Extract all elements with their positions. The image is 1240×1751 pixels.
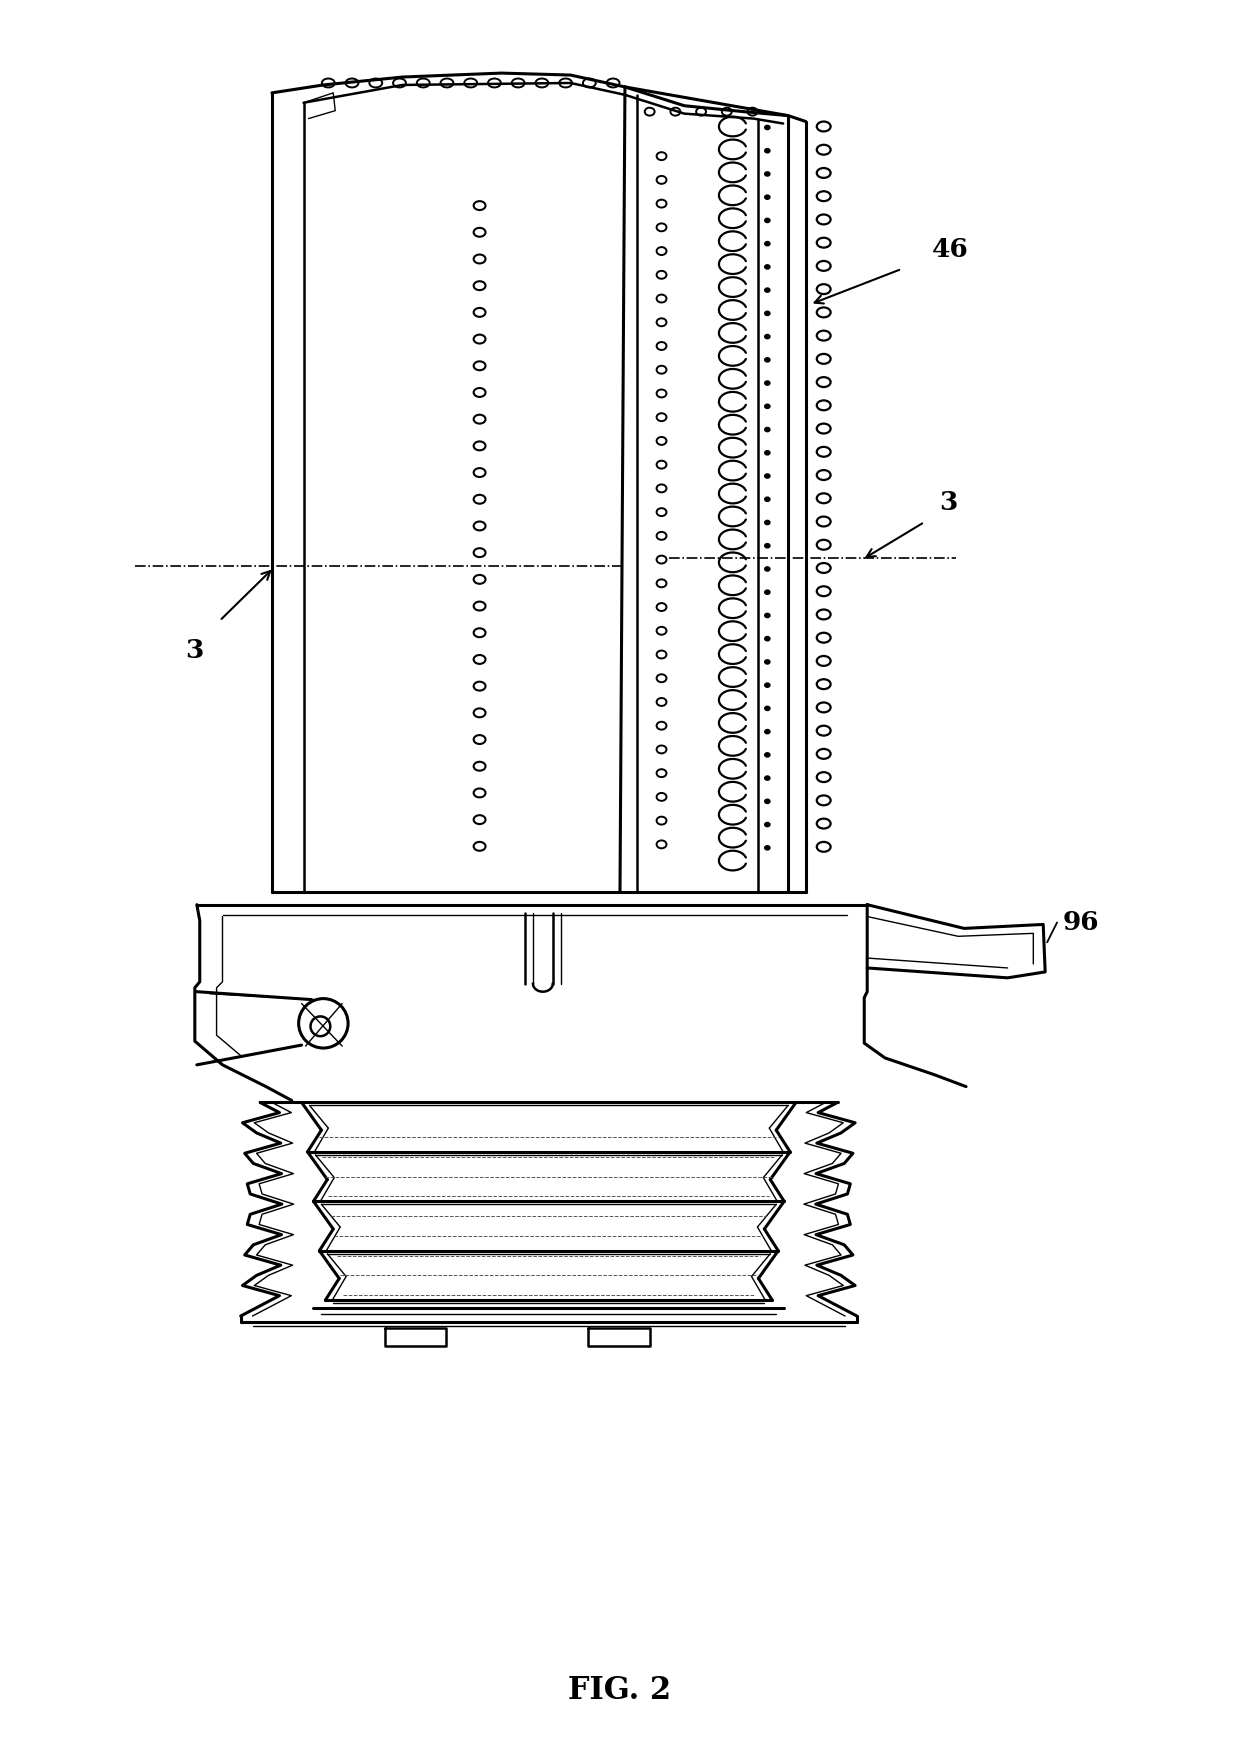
Text: 3: 3	[939, 490, 957, 515]
Text: 96: 96	[1063, 911, 1100, 935]
Ellipse shape	[765, 545, 770, 548]
Ellipse shape	[765, 149, 770, 152]
Text: 3: 3	[186, 637, 205, 664]
Ellipse shape	[765, 823, 770, 826]
Ellipse shape	[765, 613, 770, 618]
Ellipse shape	[765, 126, 770, 130]
Ellipse shape	[765, 382, 770, 385]
Text: FIG. 2: FIG. 2	[568, 1676, 672, 1705]
Ellipse shape	[765, 683, 770, 686]
Ellipse shape	[765, 242, 770, 245]
Text: 46: 46	[931, 236, 968, 261]
Ellipse shape	[765, 334, 770, 338]
Ellipse shape	[765, 289, 770, 292]
Ellipse shape	[765, 776, 770, 781]
Ellipse shape	[765, 637, 770, 641]
Ellipse shape	[765, 846, 770, 849]
Ellipse shape	[765, 753, 770, 756]
Ellipse shape	[765, 357, 770, 362]
Ellipse shape	[765, 264, 770, 270]
Ellipse shape	[765, 567, 770, 571]
Ellipse shape	[765, 312, 770, 315]
Ellipse shape	[765, 706, 770, 711]
Ellipse shape	[765, 730, 770, 734]
Ellipse shape	[765, 427, 770, 431]
Ellipse shape	[765, 800, 770, 804]
Ellipse shape	[765, 219, 770, 222]
Ellipse shape	[765, 172, 770, 175]
Ellipse shape	[765, 660, 770, 664]
Ellipse shape	[765, 475, 770, 478]
Ellipse shape	[765, 404, 770, 408]
Ellipse shape	[765, 497, 770, 501]
Ellipse shape	[765, 520, 770, 525]
Ellipse shape	[765, 194, 770, 200]
Ellipse shape	[765, 590, 770, 594]
Ellipse shape	[765, 450, 770, 455]
